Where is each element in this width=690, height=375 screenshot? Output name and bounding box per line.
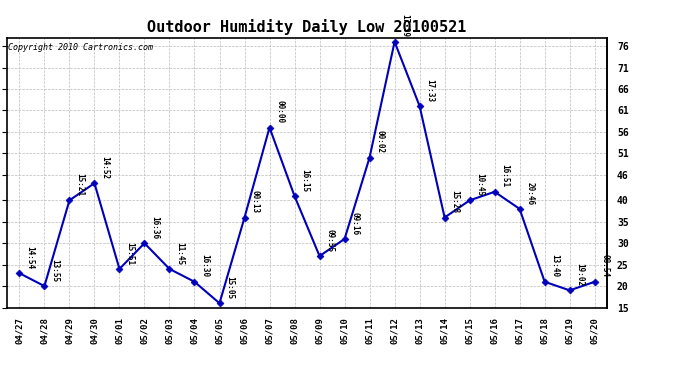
Text: 17:33: 17:33 xyxy=(425,79,434,102)
Text: 09:55: 09:55 xyxy=(325,229,334,252)
Text: Copyright 2010 Cartronics.com: Copyright 2010 Cartronics.com xyxy=(8,43,153,52)
Text: 19:02: 19:02 xyxy=(575,263,584,286)
Text: 17:39: 17:39 xyxy=(400,15,409,38)
Text: 16:30: 16:30 xyxy=(200,255,209,278)
Text: 00:02: 00:02 xyxy=(375,130,384,153)
Text: 15:21: 15:21 xyxy=(75,173,84,196)
Text: 09:16: 09:16 xyxy=(350,211,359,235)
Title: Outdoor Humidity Daily Low 20100521: Outdoor Humidity Daily Low 20100521 xyxy=(148,19,466,35)
Text: 15:51: 15:51 xyxy=(125,242,134,265)
Text: 14:54: 14:54 xyxy=(25,246,34,269)
Text: 14:52: 14:52 xyxy=(100,156,109,179)
Text: 20:46: 20:46 xyxy=(525,182,534,205)
Text: 11:45: 11:45 xyxy=(175,242,184,265)
Text: 16:36: 16:36 xyxy=(150,216,159,239)
Text: 15:28: 15:28 xyxy=(450,190,459,213)
Text: 10:45: 10:45 xyxy=(475,173,484,196)
Text: 15:05: 15:05 xyxy=(225,276,234,299)
Text: 00:13: 00:13 xyxy=(250,190,259,213)
Text: 16:15: 16:15 xyxy=(300,169,309,192)
Text: 08:54: 08:54 xyxy=(600,255,609,278)
Text: 13:40: 13:40 xyxy=(550,255,559,278)
Text: 00:00: 00:00 xyxy=(275,100,284,123)
Text: 16:51: 16:51 xyxy=(500,165,509,188)
Text: 13:55: 13:55 xyxy=(50,259,59,282)
